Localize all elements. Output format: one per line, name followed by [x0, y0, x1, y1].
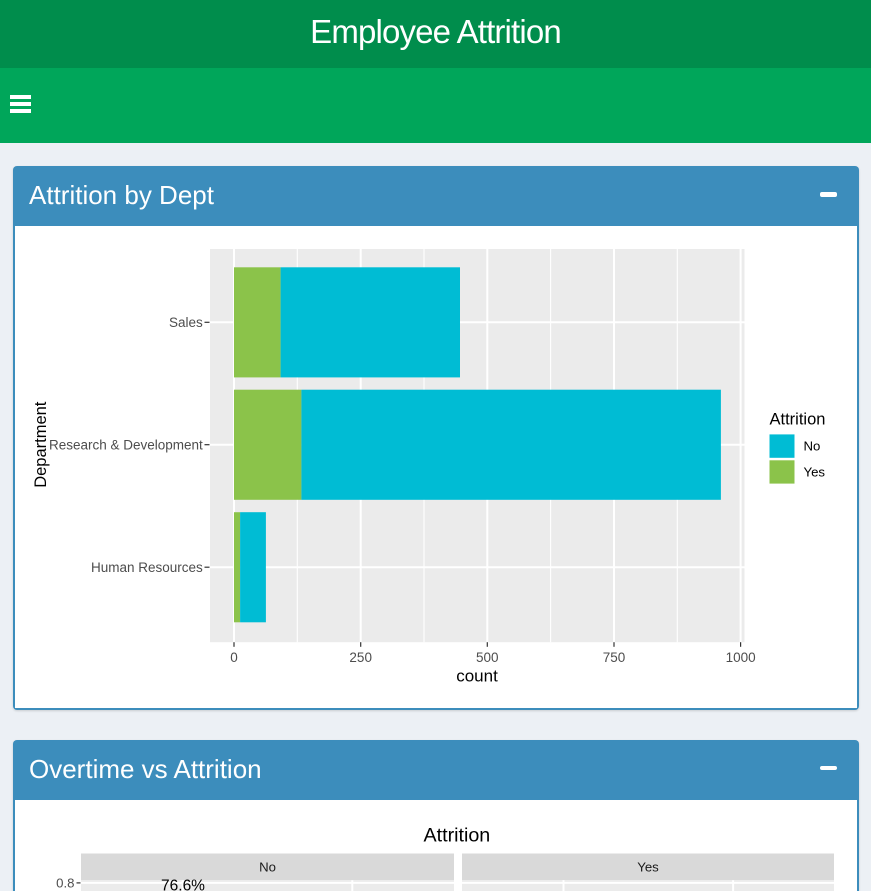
svg-text:Department: Department	[32, 401, 50, 488]
svg-text:1000: 1000	[726, 650, 756, 665]
svg-text:No: No	[804, 439, 821, 454]
svg-text:750: 750	[603, 650, 626, 665]
svg-text:Yes: Yes	[804, 465, 826, 480]
svg-text:0.8: 0.8	[56, 875, 74, 890]
svg-text:Attrition: Attrition	[424, 824, 491, 846]
svg-text:0: 0	[230, 650, 238, 665]
svg-text:250: 250	[349, 650, 372, 665]
svg-text:count: count	[456, 667, 498, 686]
svg-text:Sales: Sales	[169, 315, 203, 330]
svg-text:No: No	[259, 859, 276, 874]
svg-text:Attrition: Attrition	[770, 411, 826, 429]
svg-text:Yes: Yes	[637, 859, 659, 874]
svg-text:Human Resources: Human Resources	[91, 560, 203, 575]
svg-text:500: 500	[476, 650, 499, 665]
svg-text:76.6%: 76.6%	[161, 877, 205, 891]
svg-text:Research & Development: Research & Development	[49, 437, 203, 452]
